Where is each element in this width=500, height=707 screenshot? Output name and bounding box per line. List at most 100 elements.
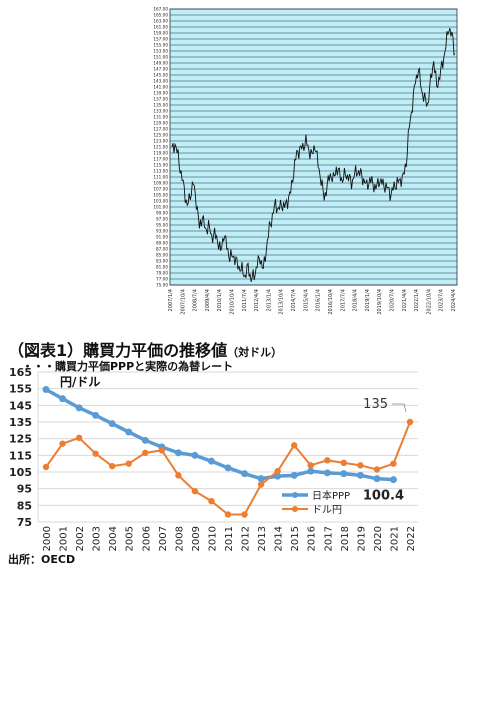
annotation-leader [392,403,407,413]
y-tick-label: 153.00 [153,49,168,54]
y-tick-label: 149.00 [153,61,168,66]
y-tick-label: 125 [9,433,32,446]
x-tick-label: 2021 [389,526,400,551]
y-tick-label: 135 [9,416,32,429]
data-point [257,475,265,483]
x-tick-label: 2021/4/4 [402,289,408,311]
data-point [307,467,315,475]
y-tick-label: 147.00 [153,67,168,72]
y-tick-label: 129.00 [153,121,168,126]
y-tick-label: 143.00 [153,79,168,84]
x-tick-label: 2019/1/4 [365,289,371,311]
data-point [207,457,215,465]
y-tick-label: 125.00 [153,133,168,138]
x-tick-label: 2007/1/4 [168,289,174,311]
data-point [142,449,149,457]
x-tick-label: 2019/10/4 [377,289,383,315]
x-tick-label: 2004 [108,526,119,551]
x-tick-label: 2011/7/4 [242,289,248,311]
y-tick-label: 113.00 [153,169,168,174]
data-point [274,472,282,480]
y-tick-label: 87.00 [156,247,168,252]
x-tick-label: 2010 [207,526,218,551]
data-point [389,476,397,484]
data-point [241,470,249,478]
x-tick-label: 2013/10/4 [279,289,285,315]
y-tick-label: 145 [9,399,32,412]
data-point [224,511,232,518]
y-tick-label: 135.00 [153,103,168,108]
x-tick-label: 2015/4/4 [303,289,309,311]
y-tick-label: 101.00 [153,205,168,210]
x-tick-label: 2005 [125,526,136,551]
x-tick-label: 2008/7/4 [193,289,199,311]
x-tick-label: 2017 [323,526,334,551]
y-tick-label: 95 [17,483,32,496]
x-tick-label: 2016/1/4 [316,289,322,311]
data-point [108,462,116,470]
y-tick-label: 105 [9,466,32,479]
usdjpy-daily-line [171,27,456,282]
x-tick-label: 2008 [174,526,185,551]
data-point [42,386,50,393]
x-tick-label: 2013 [257,526,268,551]
x-tick-label: 2022/1/4 [414,289,420,311]
legend-marker [292,506,298,512]
x-tick-label: 2007 [158,526,169,551]
x-tick-label: 2014/7/4 [291,289,297,311]
x-tick-label: 2009 [191,526,202,551]
y-tick-label: 77.00 [156,277,168,282]
y-tick-label: 81.00 [156,265,168,270]
y-tick-label: 99.00 [156,211,168,216]
data-point [42,463,50,471]
ppp-line-chart: 165 155 145 135 125 115 105 95 85 75 円/ドル 2000 2001 2… [9,366,418,551]
data-point [59,395,67,403]
x-tick-label: 2020 [373,526,384,551]
y-tick-label: 159.00 [153,31,168,36]
x-tick-label: 2009/4/4 [205,289,211,311]
data-point [224,464,232,472]
x-tick-label: 2018 [340,526,351,551]
x-tick-label: 2010/1/4 [217,289,223,311]
x-tick-label: 2002 [75,526,86,551]
y-tick-label: 115.00 [153,163,168,168]
y-tick-label: 111.00 [153,175,168,180]
x-tick-label: 2022/10/4 [426,289,432,315]
chart-title: （図表1）購買力平価の推移値（対ドル） [8,341,283,360]
data-point [175,472,182,479]
y-tick-label: 131.00 [153,115,168,120]
data-point [191,451,199,459]
y-tick-label: 75.00 [156,283,168,288]
y-tick-label: 121.00 [153,145,168,150]
y-tick-label: 155.00 [153,43,168,48]
data-point [373,466,381,473]
y-tick-label: 85.00 [156,253,168,258]
data-point [208,497,215,505]
data-point [357,462,364,469]
x-tick-label: 2000 [42,526,53,551]
y-tick-label: 119.00 [153,151,168,156]
x-tick-label: 2018/4/4 [353,289,359,311]
y-tick-label: 157.00 [153,37,168,42]
data-point [125,460,132,467]
y-tick-label: 139.00 [153,91,168,96]
x-tick-label: 2006 [141,526,152,551]
y-tick-label: 133.00 [153,109,168,114]
data-point [75,404,83,412]
y-tick-label: 83.00 [156,259,168,264]
data-point [257,481,265,488]
data-point [307,462,314,469]
legend-label: 日本PPP [312,489,350,502]
x-tick-label: 2017/7/4 [340,289,346,311]
x-tick-label: 2015 [290,526,301,551]
y-tick-label: 141.00 [153,85,168,90]
x-tick-label: 2007/10/4 [180,289,186,315]
x-tick-label: 2001 [59,526,70,551]
x-tick-label: 2019 [356,526,367,551]
data-point [356,471,364,479]
x-tick-label: 2022 [406,526,417,551]
y-tick-label: 127.00 [153,127,168,132]
y-tick-label: 155 [9,383,32,396]
data-point [92,411,100,419]
x-tick-label: 2012/4/4 [254,289,260,311]
